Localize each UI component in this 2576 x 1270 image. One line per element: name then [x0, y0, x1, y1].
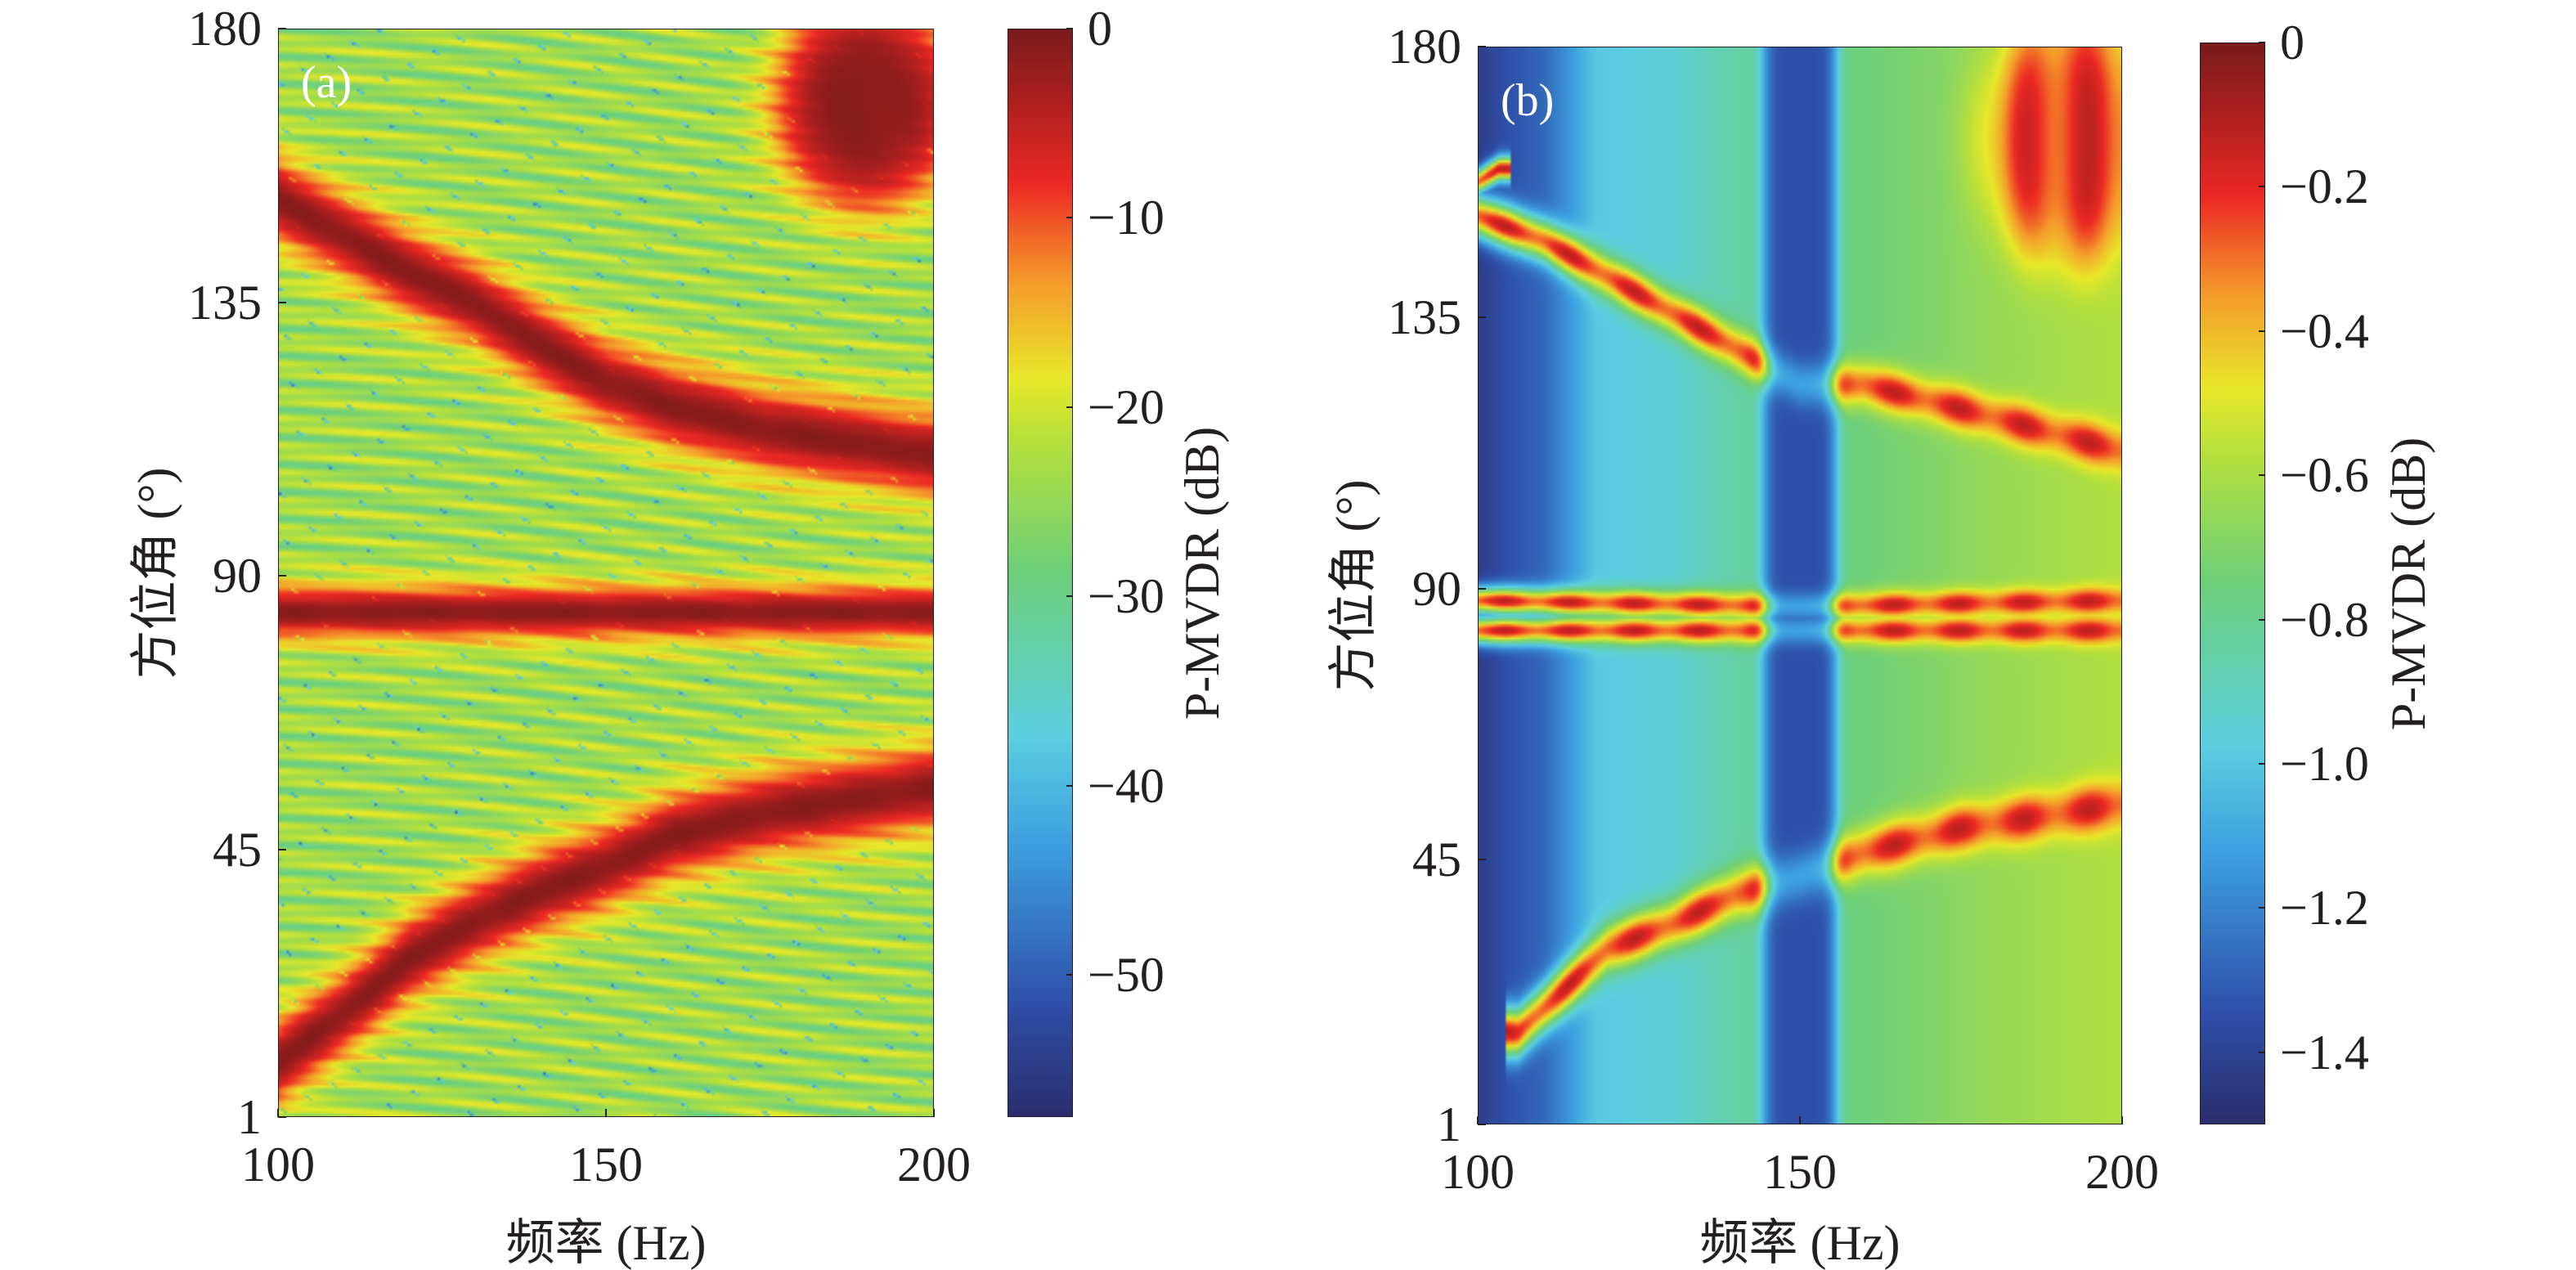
x-tick-label: 150	[1763, 1145, 1837, 1199]
y-tick-label: 135	[1388, 290, 1461, 345]
colorbar-tick-label: 0	[2280, 16, 2304, 70]
x-tick-label: 150	[569, 1138, 643, 1191]
x-tick-mark	[605, 1109, 607, 1117]
colorbar-tick-mark	[1066, 974, 1073, 976]
colorbar-tick-label: −50	[1088, 948, 1165, 1003]
y-tick-mark	[1478, 316, 1486, 319]
colorbar-tick-mark	[1066, 28, 1073, 29]
colorbar-tick-label: −10	[1088, 191, 1165, 245]
colorbar-tick-mark	[2259, 330, 2265, 332]
x-tick-label: 200	[2085, 1145, 2159, 1199]
y-tick-label: 1	[237, 1090, 262, 1144]
x-tick-mark	[1799, 1116, 1801, 1124]
y-axis-label: 方位角 (°)	[128, 467, 182, 679]
colorbar-tick-mark	[1066, 406, 1073, 408]
y-tick-label: 180	[188, 2, 262, 56]
y-tick-mark	[278, 1116, 286, 1118]
y-tick-mark	[1478, 1124, 1486, 1125]
y-tick-label: 135	[188, 275, 262, 330]
colorbar-tick-mark	[1066, 595, 1073, 598]
panel-letter: (b)	[1501, 75, 1555, 126]
colorbar-tick-label: −0.8	[2280, 592, 2369, 647]
colorbar-tick-mark	[2259, 1051, 2265, 1053]
panel-letter: (a)	[301, 57, 352, 108]
colorbar-tick-label: −0.2	[2280, 159, 2369, 214]
colorbar-tick-label: −0.6	[2280, 448, 2369, 503]
colorbar-tick-mark	[2259, 474, 2265, 477]
x-tick-mark	[2121, 1116, 2123, 1124]
y-tick-mark	[1478, 46, 1486, 47]
y-tick-mark	[278, 848, 286, 850]
colorbar-tick-label: −30	[1088, 569, 1165, 624]
x-axis-label: 频率 (Hz)	[1699, 1216, 1901, 1270]
x-axis-label: 频率 (Hz)	[505, 1216, 707, 1270]
colorbar-b	[2200, 43, 2265, 1124]
y-tick-mark	[1478, 859, 1486, 861]
colorbar-tick-label: −1.0	[2280, 737, 2369, 791]
y-tick-label: 1	[1437, 1097, 1461, 1151]
x-tick-mark	[277, 1109, 279, 1117]
y-tick-label: 45	[1412, 832, 1461, 887]
colorbar-a	[1008, 29, 1073, 1117]
colorbar-label: P-MVDR (dB)	[1175, 426, 1229, 720]
y-tick-label: 45	[213, 822, 262, 877]
y-tick-label: 90	[1412, 561, 1461, 616]
x-tick-label: 100	[1441, 1145, 1515, 1199]
y-tick-mark	[278, 575, 286, 577]
colorbar-tick-mark	[1066, 784, 1073, 787]
colorbar-tick-mark	[2259, 618, 2265, 621]
y-tick-label: 180	[1388, 20, 1461, 74]
colorbar-tick-mark	[2259, 42, 2265, 43]
colorbar-tick-mark	[1066, 217, 1073, 219]
heatmap-b	[1478, 47, 2122, 1124]
colorbar-tick-mark	[2259, 186, 2265, 188]
colorbar-tick-label: −1.4	[2280, 1025, 2369, 1079]
colorbar-tick-label: 0	[1088, 2, 1112, 56]
y-tick-mark	[278, 28, 286, 29]
figure: 1 45 90 135 180 100 150 200 0 −10 −20 −30 −40 −50 频率 (…	[128, 2, 2435, 1268]
x-tick-mark	[1477, 1116, 1479, 1124]
colorbar-tick-mark	[2259, 763, 2265, 765]
heatmap-a	[278, 29, 934, 1117]
x-tick-label: 100	[241, 1138, 315, 1191]
y-tick-mark	[1478, 587, 1486, 590]
colorbar-tick-mark	[2259, 907, 2265, 909]
colorbar-label: P-MVDR (dB)	[2381, 437, 2435, 730]
y-tick-label: 90	[213, 549, 262, 604]
y-axis-label: 方位角 (°)	[1326, 479, 1380, 692]
x-tick-mark	[933, 1109, 935, 1117]
y-tick-mark	[278, 301, 286, 303]
colorbar-tick-label: −0.4	[2280, 303, 2369, 358]
colorbar-tick-label: −40	[1088, 758, 1165, 813]
colorbar-tick-label: −20	[1088, 379, 1165, 434]
colorbar-tick-label: −1.2	[2280, 881, 2369, 936]
x-tick-label: 200	[897, 1138, 971, 1191]
